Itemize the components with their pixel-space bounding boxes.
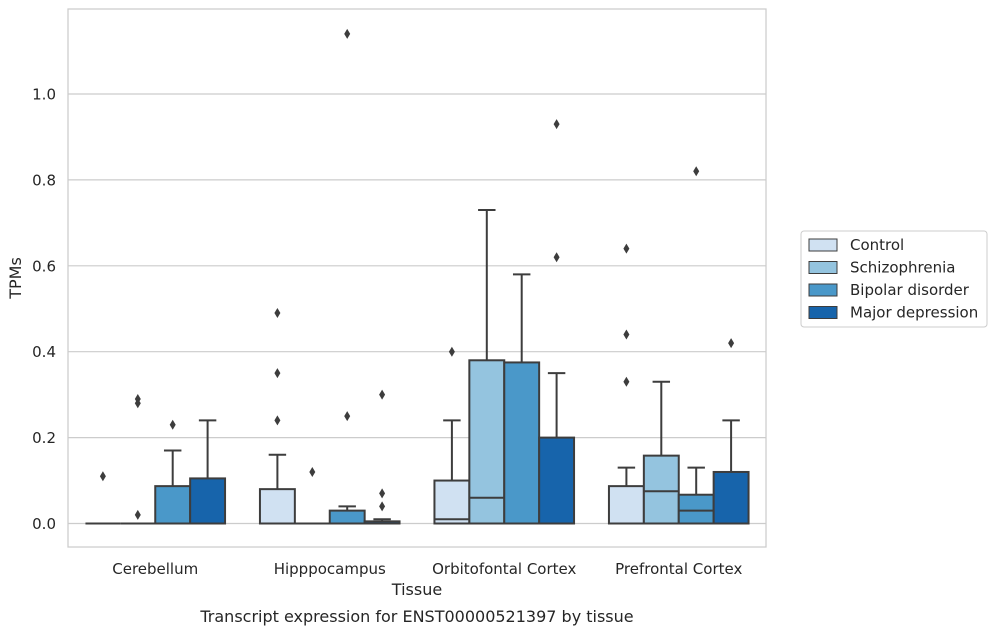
legend-label: Major depression — [850, 304, 978, 322]
box-2-0 — [154, 419, 192, 525]
outlier-point — [693, 166, 700, 177]
iqr-box — [154, 485, 192, 525]
legend-frame — [800, 230, 988, 328]
plot-frame — [67, 8, 767, 548]
legend-swatch — [808, 261, 838, 274]
outlier-point — [623, 243, 630, 254]
chart-caption: Transcript expression for ENST0000052139… — [199, 607, 633, 626]
outlier-point — [448, 346, 455, 357]
iqr-box — [607, 485, 645, 525]
outlier-point — [344, 28, 351, 39]
x-tick-label: Prefrontal Cortex — [615, 560, 742, 578]
x-tick-label: Orbitofontal Cortex — [432, 560, 576, 578]
x-tick-label: Hipppocampus — [274, 560, 386, 578]
outlier-point — [134, 393, 141, 404]
box-3-3 — [712, 338, 750, 525]
box-1-2 — [468, 208, 506, 525]
iqr-box — [258, 488, 296, 525]
y-axis-label: TPMs — [6, 257, 25, 300]
x-tick-label: Cerebellum — [112, 560, 198, 578]
box-0-0 — [85, 471, 121, 525]
legend: Control Schizophrenia Bipolar disorder Majo… — [800, 230, 988, 328]
iqr-box — [677, 493, 715, 525]
iqr-box — [712, 470, 750, 525]
legend-swatch — [808, 283, 838, 297]
legend-label: Bipolar disorder — [850, 281, 970, 299]
y-tick-label: 0.4 — [32, 343, 56, 361]
box-2-3 — [677, 166, 715, 525]
outlier-point — [379, 389, 386, 400]
legend-label: Schizophrenia — [850, 259, 955, 277]
boxes — [85, 28, 750, 525]
legend-label: Control — [850, 236, 904, 254]
legend-swatch — [808, 238, 838, 252]
outlier-point — [728, 338, 735, 349]
x-axis-label: Tissue — [391, 580, 442, 599]
iqr-box — [503, 361, 541, 525]
y-tick-label: 0.6 — [32, 257, 56, 275]
iqr-box — [328, 509, 366, 525]
y-tick-label: 0.8 — [32, 171, 56, 189]
outlier-point — [134, 509, 141, 520]
box-3-1 — [363, 389, 401, 525]
box-1-0 — [120, 393, 156, 525]
outlier-point — [623, 376, 630, 387]
outlier-point — [379, 488, 386, 499]
box-0-2 — [433, 346, 471, 525]
y-tick-label: 0.2 — [32, 429, 56, 447]
box-2-1 — [328, 28, 366, 525]
outlier-point — [99, 471, 106, 482]
box-2-2 — [503, 273, 541, 525]
box-0-3 — [607, 243, 645, 525]
iqr-box — [642, 454, 680, 525]
outlier-point — [274, 415, 281, 426]
box-3-2 — [538, 119, 576, 525]
outlier-point — [274, 368, 281, 379]
box-1-3 — [642, 380, 680, 525]
legend-swatch — [808, 306, 838, 319]
y-tick-label: 1.0 — [32, 86, 56, 104]
box-0-1 — [258, 308, 296, 525]
outlier-point — [623, 329, 630, 340]
outlier-point — [379, 501, 386, 512]
outlier-point — [344, 411, 351, 422]
axis-tick-labels: 0.0 0.2 0.4 0.6 0.8 1.0 Cerebellum Hipppocampus… — [32, 86, 742, 579]
iqr-box — [433, 479, 471, 525]
outlier-point — [169, 419, 176, 430]
y-tick-label: 0.0 — [32, 515, 56, 533]
box-3-0 — [189, 419, 227, 525]
iqr-box — [468, 359, 506, 525]
outlier-point — [309, 466, 316, 477]
iqr-box — [189, 477, 227, 525]
iqr-box — [538, 436, 576, 525]
outlier-point — [274, 308, 281, 319]
box-1-1 — [294, 466, 330, 525]
outlier-point — [553, 119, 560, 130]
outlier-point — [553, 252, 560, 263]
